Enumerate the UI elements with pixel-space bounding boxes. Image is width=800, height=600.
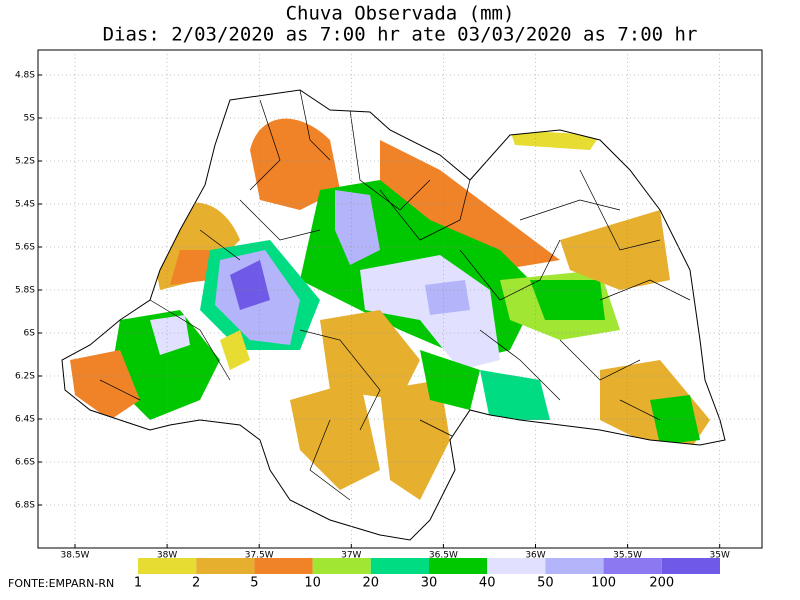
source: FONTE:EMPARN-RN — [8, 577, 114, 590]
lat-tick-label: 6.4S — [15, 415, 35, 425]
lon-tick-label: 35.5W — [613, 551, 642, 561]
legend-swatch — [545, 558, 604, 574]
lon-tick-label: 38W — [157, 551, 177, 561]
lat-tick-label: 6S — [24, 329, 36, 339]
legend-label: 5 — [250, 576, 258, 591]
legend-label: 100 — [591, 576, 616, 591]
legend-swatch — [370, 558, 429, 574]
lon-tick-label: 35W — [710, 551, 730, 561]
rainfall-field — [62, 90, 725, 540]
lon-tick-label: 38.5W — [61, 551, 90, 561]
legend-label: 40 — [479, 576, 496, 591]
legend-label: 2 — [192, 576, 200, 591]
title: Chuva Observada (mm) — [286, 3, 515, 25]
legend-label: 200 — [649, 576, 674, 591]
state-outline — [61, 89, 726, 541]
municipal-borders — [99, 90, 691, 501]
lon-tick-label: 36.5W — [429, 551, 458, 561]
lat-tick-label: 6.8S — [15, 501, 35, 511]
legend-swatch — [312, 558, 371, 574]
legend-swatch — [429, 558, 488, 574]
lat-tick-label: 5.6S — [15, 243, 35, 253]
lat-tick-label: 4.8S — [15, 71, 35, 81]
lon-tick-label: 36W — [525, 551, 545, 561]
lat-tick-label: 5.8S — [15, 286, 35, 296]
legend-label: 1 — [134, 576, 142, 591]
legend-label: 10 — [304, 576, 321, 591]
lat-tick-label: 6.6S — [15, 458, 35, 468]
lon-tick-label: 37.5W — [245, 551, 274, 561]
legend-swatch — [196, 558, 255, 574]
lat-tick-label: 5.2S — [15, 157, 35, 167]
legend-label: 50 — [537, 576, 554, 591]
subtitle: Dias: 2/03/2020 as 7:00 hr ate 03/03/202… — [103, 24, 698, 46]
map-frame — [37, 49, 763, 549]
lat-tick-label: 5.4S — [15, 200, 35, 210]
legend-label: 20 — [363, 576, 380, 591]
lat-tick-label: 5S — [24, 114, 36, 124]
lon-tick-label: 37W — [341, 551, 361, 561]
legend-label: 30 — [421, 576, 438, 591]
legend-swatch — [487, 558, 546, 574]
lat-tick-label: 6.2S — [15, 372, 35, 382]
legend-swatch — [661, 558, 720, 574]
legend-swatch — [138, 558, 197, 574]
legend-swatch — [254, 558, 313, 574]
legend-swatch — [603, 558, 662, 574]
